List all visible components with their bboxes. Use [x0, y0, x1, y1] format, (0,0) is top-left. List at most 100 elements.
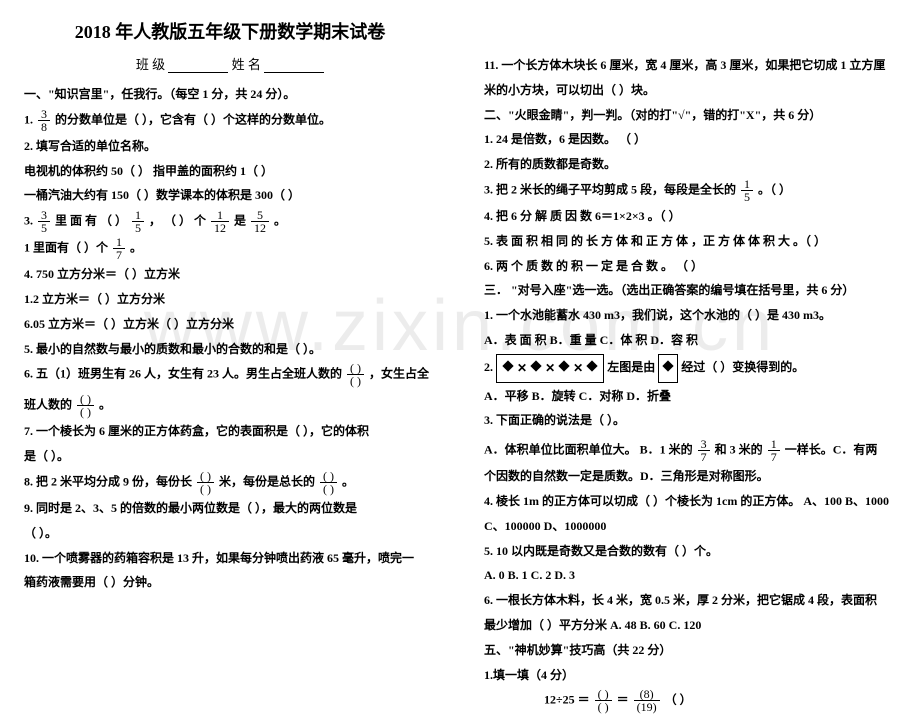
frac-den: ( ) — [197, 483, 214, 495]
frac-3-8: 3 8 — [38, 108, 50, 133]
r3-6a: 6. 一根长方体木料，长 4 米，宽 0.5 米，厚 2 分米，把它锯成 4 段… — [484, 589, 896, 612]
name-blank[interactable] — [264, 59, 324, 73]
q8b: 米，每份是总长的 — [219, 474, 315, 488]
frac-den: (19) — [634, 701, 660, 713]
frac-den: ( ) — [347, 375, 364, 387]
x-icon: ✕ — [545, 357, 555, 380]
frac-paren-2: ( ) ( ) — [77, 393, 94, 418]
r3-3c: 一样长。C．有两 — [785, 442, 878, 456]
q3: 3. 3 5 里 面 有 （ ） 1 5 ， （ ） 个 1 12 是 5 12… — [24, 209, 436, 234]
r3-3: 3. 下面正确的说法是（ ）。 — [484, 409, 896, 432]
q6c: 班人数的 — [24, 398, 72, 412]
frac-1-5b: 1 5 — [741, 178, 753, 203]
frac-num: ( ) — [595, 688, 612, 701]
q7a: 7. 一个棱长为 6 厘米的正方体药盒，它的表面积是（ ），它的体积 — [24, 420, 436, 443]
q4: 4. 750 立方分米＝（ ）立方米 — [24, 263, 436, 286]
q7b: 是（ ）。 — [24, 445, 436, 468]
q3f: 1 里面有（ ）个 1 7 。 — [24, 236, 436, 261]
right-column: 11. 一个长方体木块长 6 厘米，宽 4 厘米，高 3 厘米，如果把它切成 1… — [460, 0, 920, 651]
q8a: 8. 把 2 米平均分成 9 份，每份长 — [24, 474, 192, 488]
section-3-heading: 三． "对号入座"选一选。（选出正确答案的编号填在括号里，共 6 分） — [484, 279, 896, 302]
left-column: 2018 年人教版五年级下册数学期末试卷 班 级 姓 名 一、"知识宫里"，任我… — [0, 0, 460, 651]
r3-3-opts: A．体积单位比面积单位大。 B．1 米的 3 7 和 3 米的 1 7 一样长。… — [484, 438, 896, 463]
diamond-icon — [558, 360, 569, 371]
r2-3b: 。（ ） — [758, 182, 791, 196]
section-2-heading: 二、"火眼金睛"，判一判。（对的打"√"，错的打"X"，共 6 分） — [484, 104, 896, 127]
frac-den: 5 — [38, 222, 50, 234]
q8c: 。 — [342, 474, 354, 488]
q1-num: 1. — [24, 112, 36, 126]
r2-4: 4. 把 6 分 解 质 因 数 6＝1×2×3 。（ ） — [484, 205, 896, 228]
q3-num: 3. — [24, 213, 36, 227]
q3-t3: 是 — [234, 213, 249, 227]
r3-3b: 和 3 米的 — [715, 442, 763, 456]
pattern-large: ✕✕✕ — [496, 354, 604, 383]
q2a: 电视机的体积约 50（ ） 指甲盖的面积约 1（ ） — [24, 160, 436, 183]
section-1-heading: 一、"知识宫里"，任我行。（每空 1 分，共 24 分）。 — [24, 83, 436, 106]
r3-5-opts: A. 0 B. 1 C. 2 D. 3 — [484, 564, 896, 587]
r3-3d: 个因数的自然数一定是质数。D．三角形是对称图形。 — [484, 465, 896, 488]
diamond-icon — [502, 360, 513, 371]
r5-1a-text: 12÷25 ＝ — [544, 693, 593, 707]
q2: 2. 填写合适的单位名称。 — [24, 135, 436, 158]
frac-8-19: (8) (19) — [634, 688, 660, 713]
q6c-line: 班人数的 ( ) ( ) 。 — [24, 393, 436, 418]
frac-den: 5 — [741, 191, 753, 203]
name-label: 姓 名 — [232, 57, 261, 72]
q9b: （ ）。 — [24, 522, 436, 545]
class-blank[interactable] — [168, 59, 228, 73]
q3g: 。 — [130, 240, 142, 254]
frac-den: ( ) — [77, 406, 94, 418]
frac-den: 12 — [211, 222, 229, 234]
r3-1: 1. 一个水池能蓄水 430 m3，我们说，这个水池的（ ）是 430 m3。 — [484, 304, 896, 327]
frac-den: ( ) — [595, 701, 612, 713]
q8: 8. 把 2 米平均分成 9 份，每份长 ( ) ( ) 米，每份是总长的 ( … — [24, 470, 436, 495]
frac-1-12: 1 12 — [211, 209, 229, 234]
frac-1-7: 1 7 — [113, 236, 125, 261]
q9a: 9. 同时是 2、3、5 的倍数的最小两位数是（ ），最大的两位数是 — [24, 497, 436, 520]
r3-3a: A．体积单位比面积单位大。 B．1 米的 — [484, 442, 693, 456]
r3-4b: C、100000 D、1000000 — [484, 515, 896, 538]
frac-den: 7 — [698, 451, 710, 463]
frac-num: 3 — [38, 108, 50, 121]
r2-3: 3. 把 2 米长的绳子平均剪成 5 段，每段是全长的 1 5 。（ ） — [484, 178, 896, 203]
r2-3a: 3. 把 2 米长的绳子平均剪成 5 段，每段是全长的 — [484, 182, 736, 196]
r3-2-num: 2. — [484, 360, 496, 374]
r3-6b: 最少增加（ ）平方分米 A. 48 B. 60 C. 120 — [484, 614, 896, 637]
q6b: ，女生占全 — [369, 367, 429, 381]
x-icon: ✕ — [517, 357, 527, 380]
frac-den: 7 — [768, 451, 780, 463]
frac-1-7b: 1 7 — [768, 438, 780, 463]
q11a: 11. 一个长方体木块长 6 厘米，宽 4 厘米，高 3 厘米，如果把它切成 1… — [484, 54, 896, 77]
exam-title: 2018 年人教版五年级下册数学期末试卷 — [24, 18, 436, 44]
page: 2018 年人教版五年级下册数学期末试卷 班 级 姓 名 一、"知识宫里"，任我… — [0, 0, 920, 651]
frac-5-12: 5 12 — [251, 209, 269, 234]
r2-5: 5. 表 面 积 相 同 的 长 方 体 和 正 方 体 ，正 方 体 体 积 … — [484, 230, 896, 253]
frac-3-5: 3 5 — [38, 209, 50, 234]
frac-den: 7 — [113, 249, 125, 261]
r3-5: 5. 10 以内既是奇数又是合数的数有（ ）个。 — [484, 540, 896, 563]
frac-paren-3: ( ) ( ) — [197, 470, 214, 495]
q11b: 米的小方块，可以切出（ ）块。 — [484, 79, 896, 102]
r3-1-opts: A．表 面 积 B．重 量 C．体 积 D．容 积 — [484, 329, 896, 352]
r2-2: 2. 所有的质数都是奇数。 — [484, 153, 896, 176]
diamond-icon — [587, 360, 598, 371]
student-info-line: 班 级 姓 名 — [24, 54, 436, 73]
frac-den: 8 — [38, 121, 50, 133]
diamond-icon — [530, 360, 541, 371]
spacer — [484, 18, 896, 54]
frac-1-5: 1 5 — [132, 209, 144, 234]
pattern-small — [658, 354, 678, 383]
q2b: 一桶汽油大约有 150（ ）数学课本的体积是 300（ ） — [24, 184, 436, 207]
frac-den: 5 — [132, 222, 144, 234]
frac-den: ( ) — [320, 483, 337, 495]
q6a: 6. 五（1）班男生有 26 人，女生有 23 人。男生占全班人数的 — [24, 367, 342, 381]
q3f-text: 1 里面有（ ）个 — [24, 240, 108, 254]
q4b: 6.05 立方米＝（ ）立方米（ ）立方分米 — [24, 313, 436, 336]
q10a: 10. 一个喷雾器的药箱容积是 13 升，如果每分钟喷出药液 65 毫升，喷完一 — [24, 547, 436, 570]
r5-1a: 12÷25 ＝ ( ) ( ) ＝ (8) (19) （ ） — [484, 688, 896, 713]
frac-paren-4: ( ) ( ) — [320, 470, 337, 495]
r2-6: 6. 两 个 质 数 的 积 一 定 是 合 数 。 （ ） — [484, 255, 896, 278]
frac-paren-1: ( ) ( ) — [347, 362, 364, 387]
class-label: 班 级 — [136, 57, 165, 72]
